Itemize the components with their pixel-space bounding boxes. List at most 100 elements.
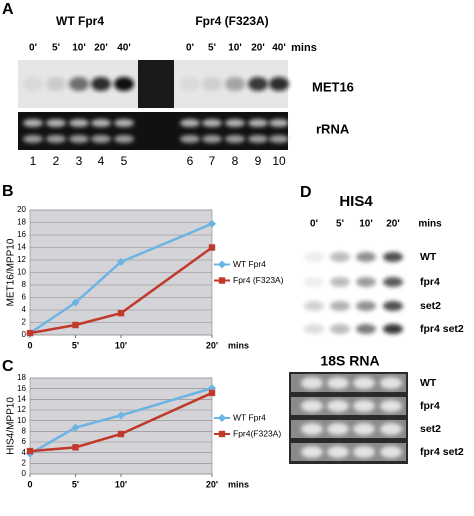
blot-title: HIS4: [339, 193, 373, 210]
band: [304, 252, 324, 262]
legend-marker: [218, 414, 226, 422]
marker: [117, 309, 125, 317]
band: [180, 77, 200, 91]
band: [202, 77, 222, 91]
lane-label: 10: [272, 154, 286, 168]
lane-label: 6: [187, 154, 194, 168]
panel-letter: A: [2, 1, 14, 18]
x-tick-label: 20': [206, 479, 218, 489]
band: [269, 77, 289, 91]
band: [356, 277, 376, 287]
band: [380, 446, 402, 458]
row-label: fpr4: [420, 276, 440, 288]
y-tick-label: 10: [17, 268, 26, 277]
band: [69, 77, 89, 91]
y-tick-label: 10: [17, 416, 26, 425]
marker: [26, 329, 34, 337]
band: [301, 423, 323, 435]
time-labels: 0' 0' 5' 5' 10' 10' 20' 20' 40' 40': [29, 43, 286, 54]
marker: [208, 244, 216, 251]
y-tick-label: 16: [17, 230, 26, 239]
time-label: 20': [94, 43, 108, 54]
band: [330, 277, 350, 287]
band: [301, 377, 323, 389]
row-label: WT: [420, 377, 437, 389]
band: [356, 252, 376, 262]
blot-label: rRNA: [316, 121, 350, 136]
time-label: 20': [386, 219, 400, 230]
band: [91, 119, 111, 127]
y-tick-label: 18: [17, 373, 26, 382]
legend-label: Fpr4 (F323A): [233, 275, 284, 285]
band: [114, 77, 134, 91]
lane-label: 3: [76, 154, 83, 168]
band: [330, 252, 350, 262]
band: [23, 119, 43, 127]
band: [356, 324, 376, 334]
band: [327, 423, 349, 435]
marker: [117, 257, 125, 266]
row-label: WT: [420, 251, 437, 263]
band: [356, 301, 376, 311]
panel-letter: B: [2, 183, 14, 200]
band: [91, 77, 111, 91]
legend-label: Fpr4(F323A): [233, 428, 281, 438]
marker: [26, 447, 34, 455]
x-axis-label: mins: [228, 479, 249, 489]
time-label: 5': [52, 43, 60, 54]
x-tick-label: 10': [115, 479, 127, 489]
time-label: 0': [310, 219, 318, 230]
y-tick-label: 18: [17, 218, 26, 227]
band: [327, 377, 349, 389]
legend-marker: [218, 260, 226, 269]
band: [327, 446, 349, 458]
band: [180, 135, 200, 143]
marker: [71, 423, 80, 432]
row-label: fpr4: [420, 400, 440, 412]
band: [202, 135, 222, 143]
series-line: [29, 391, 213, 453]
x-tick-label: 5': [72, 340, 79, 350]
time-label: 40': [272, 43, 286, 54]
band: [202, 119, 222, 127]
unit-label: mins: [291, 42, 317, 54]
group-label: WT Fpr4: [56, 14, 104, 28]
band: [69, 119, 89, 127]
y-tick-label: 16: [17, 384, 26, 393]
time-label: 10': [359, 219, 373, 230]
band: [180, 119, 200, 127]
band: [383, 301, 403, 311]
time-label: 10': [228, 43, 242, 54]
time-label: 5': [336, 219, 344, 230]
band: [304, 324, 324, 334]
y-axis-label: MET16/MPP10: [6, 238, 17, 306]
y-tick-label: 2: [22, 318, 27, 327]
legend-marker: [218, 277, 226, 284]
series-line: [29, 386, 213, 455]
marker: [71, 298, 80, 307]
band: [383, 252, 403, 262]
band: [353, 400, 375, 412]
band: [248, 135, 268, 143]
band: [46, 77, 66, 91]
band: [383, 277, 403, 287]
y-tick-label: 12: [17, 255, 26, 264]
legend-marker: [218, 430, 226, 438]
lane-label: 8: [232, 154, 239, 168]
band: [327, 400, 349, 412]
y-tick-label: 4: [22, 448, 27, 457]
band: [114, 119, 134, 127]
band: [304, 301, 324, 311]
band: [353, 377, 375, 389]
marker: [208, 219, 216, 228]
gel-bands: 0' 5' 10' 20' WT fpr4 set2 fpr4 set2 WT fpr4 set2 f…: [289, 219, 464, 464]
band: [269, 135, 289, 143]
time-label: 20': [251, 43, 265, 54]
gel-background: [18, 112, 288, 150]
series-line: [29, 222, 213, 335]
marker: [72, 444, 79, 451]
y-tick-label: 20: [17, 205, 26, 214]
band: [225, 119, 245, 127]
